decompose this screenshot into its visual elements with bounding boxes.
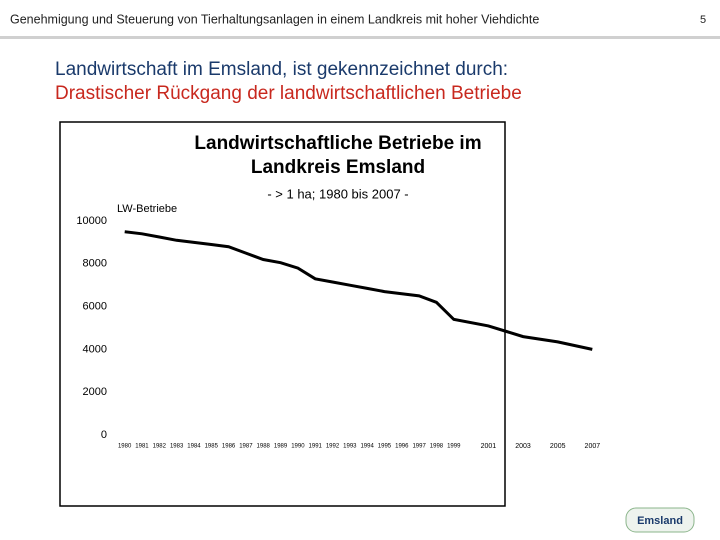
chart-title: Landkreis Emsland — [251, 157, 425, 178]
chart-frame — [59, 121, 506, 507]
x-tick-label: 1985 — [205, 444, 219, 450]
header-rule — [0, 36, 720, 39]
heading: Landwirtschaft im Emsland, ist gekennzei… — [55, 59, 508, 80]
x-tick-label: 2001 — [481, 443, 497, 450]
x-tick-label: 1980 — [118, 444, 132, 450]
y-axis-label: LW-Betriebe — [117, 203, 177, 215]
logo-badge — [625, 507, 695, 533]
y-tick-label: 2000 — [83, 386, 107, 398]
page-number: 5 — [700, 14, 706, 26]
y-tick-label: 4000 — [83, 343, 107, 355]
x-tick-label: 2003 — [515, 443, 531, 450]
x-tick-label: 1989 — [274, 444, 288, 450]
x-tick-label: 2005 — [550, 443, 566, 450]
y-tick-label: 8000 — [83, 258, 107, 270]
x-tick-label: 1991 — [309, 444, 323, 450]
x-tick-label: 1984 — [187, 444, 201, 450]
subheading: Drastischer Rückgang der landwirtschaftl… — [55, 83, 522, 104]
x-tick-label: 1983 — [170, 444, 184, 450]
x-tick-label: 1986 — [222, 444, 236, 450]
x-tick-label: 2007 — [585, 443, 601, 450]
x-tick-label: 1997 — [412, 444, 426, 450]
x-tick-label: 1993 — [343, 444, 357, 450]
x-tick-label: 1999 — [447, 444, 461, 450]
x-tick-label: 1981 — [135, 444, 149, 450]
x-tick-label: 1992 — [326, 444, 340, 450]
x-tick-label: 1994 — [360, 444, 374, 450]
x-tick-label: 1982 — [153, 444, 167, 450]
y-tick-label: 0 — [101, 429, 107, 441]
x-tick-label: 1988 — [257, 444, 271, 450]
data-line — [124, 230, 593, 351]
header: Genehmigung und Steuerung von Tierhaltun… — [10, 12, 539, 26]
y-tick-label: 10000 — [76, 215, 107, 227]
x-tick-label: 1995 — [378, 444, 392, 450]
x-tick-label: 1990 — [291, 444, 305, 450]
chart-title: Landwirtschaftliche Betriebe im — [194, 133, 481, 154]
chart-subtitle: - > 1 ha; 1980 bis 2007 - — [267, 186, 408, 201]
x-tick-label: 1987 — [239, 444, 253, 450]
y-tick-label: 6000 — [83, 301, 107, 313]
x-tick-label: 1998 — [430, 444, 444, 450]
x-tick-label: 1996 — [395, 444, 409, 450]
logo: Emsland — [637, 515, 683, 527]
